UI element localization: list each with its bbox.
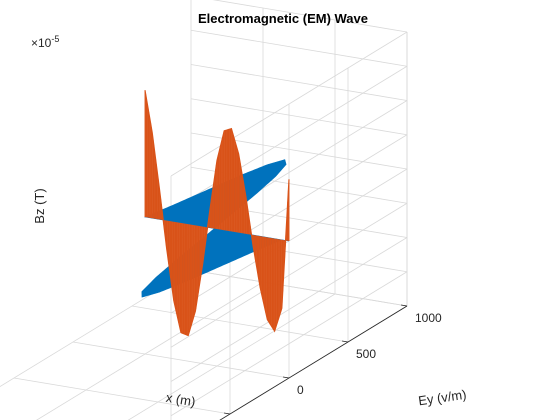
- gridline-floor-y: [0, 414, 171, 420]
- z-exponent-label: ×10-5: [31, 34, 59, 50]
- y-tick-mark: [400, 304, 408, 307]
- gridline-side-z: [190, 29, 408, 67]
- x-axis-line: [0, 414, 171, 420]
- x-axis-label: x (m): [165, 390, 197, 409]
- chart-title: Electromagnetic (EM) Wave: [198, 11, 368, 26]
- z-axis-label: Bz (T): [32, 188, 47, 223]
- gridline-floor-y: [131, 305, 349, 343]
- gridline-side-z: [212, 0, 408, 33]
- ey-lead-edge: [0, 217, 145, 263]
- gridline-floor-y: [72, 341, 290, 379]
- y-tick-label: 1000: [415, 311, 442, 325]
- label-layer: Electromagnetic (EM) Wave Bz (T) x (m) E…: [31, 11, 467, 409]
- gridline-back-z: [170, 237, 408, 382]
- axis-layer: -4-3-2-1012340123-1000-50005001000: [0, 304, 442, 420]
- gridline-back-z: [170, 65, 408, 211]
- data-layer: [0, 90, 290, 337]
- gridline-side-z: [190, 64, 408, 101]
- gridline-floor-x: [127, 293, 336, 420]
- gridline-side-z: [190, 98, 408, 136]
- bz-envelope-line: [144, 90, 290, 337]
- y-tick-label: 500: [356, 347, 376, 361]
- bz-wave-lines: [144, 90, 290, 336]
- gridline-floor-y: [13, 377, 231, 415]
- gridline-back-z: [170, 31, 408, 177]
- gridline-floor-x: [36, 281, 264, 420]
- gridline-floor-x: [0, 269, 192, 388]
- y-tick-mark: [223, 412, 231, 415]
- y-tick-label: 0: [297, 383, 304, 397]
- y-tick-mark: [341, 340, 349, 343]
- y-tick-mark: [282, 376, 290, 379]
- ey-lead-sheet: [0, 217, 145, 263]
- gridline-back-z: [170, 271, 408, 417]
- gridline-back-z: [170, 202, 408, 348]
- gridline-floor-y: [190, 269, 408, 307]
- y-axis-label: Ey (v/m): [417, 387, 467, 409]
